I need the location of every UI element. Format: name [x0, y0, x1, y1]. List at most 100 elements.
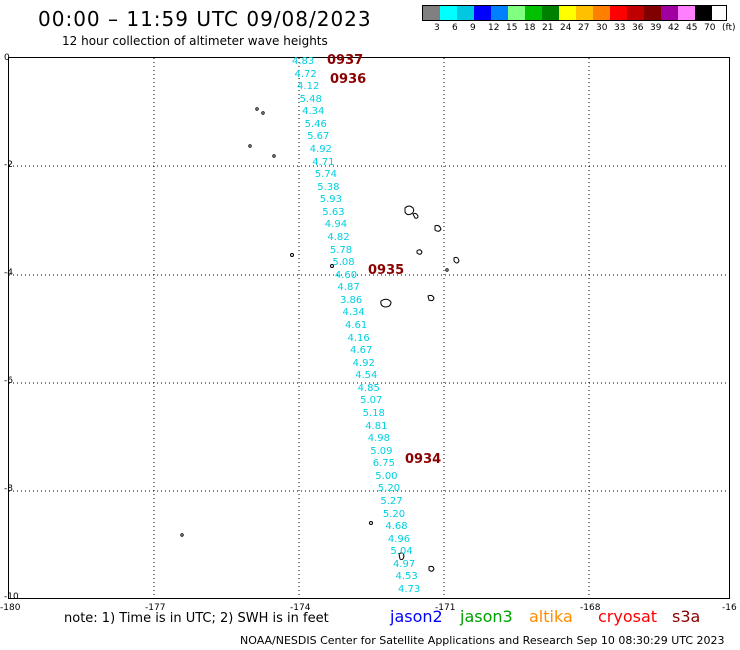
y-tick-5: -10 — [4, 592, 19, 602]
swh-value-label: 5.48 — [299, 93, 322, 105]
swh-value-label: 4.92 — [309, 144, 332, 155]
swh-value-label: 4.96 — [387, 533, 411, 545]
swh-value-label: 4.98 — [367, 433, 390, 445]
legend-swatch — [627, 6, 644, 20]
swh-value-label: 5.04 — [390, 546, 413, 558]
legend-tick-label: 3 — [434, 23, 440, 33]
swh-value-label: 3.86 — [339, 294, 363, 306]
swh-value-label: 5.18 — [362, 408, 385, 419]
swh-value-label: 4.87 — [337, 282, 360, 294]
swh-value-label: 4.83 — [292, 56, 315, 67]
island-outlines — [180, 107, 460, 572]
map-subtitle: 12 hour collection of altimeter wave hei… — [62, 34, 328, 48]
mission-jason3: jason3 — [460, 607, 513, 626]
swh-value-label: 5.20 — [382, 508, 406, 520]
x-tick-4: -168 — [580, 603, 601, 613]
legend-swatch — [508, 6, 525, 20]
swh-value-label: 4.82 — [327, 232, 350, 243]
swh-value-label: 5.63 — [322, 206, 345, 218]
map-title: 00:00 – 11:59 UTC 09/08/2023 — [38, 7, 372, 31]
credit-line: NOAA/NESDIS Center for Satellite Applica… — [240, 634, 725, 647]
legend-swatches — [422, 5, 727, 21]
pass-time-label: 0934 — [405, 452, 442, 467]
swh-value-label: 4.16 — [347, 332, 370, 344]
swh-value-label: 4.68 — [385, 521, 408, 533]
legend-tick-label: 42 — [668, 23, 680, 33]
y-tick-0: 0 — [4, 53, 10, 63]
swh-value-label: 4.54 — [355, 370, 378, 382]
legend-swatch — [678, 6, 695, 20]
swh-value-label: 5.09 — [370, 445, 393, 457]
legend-tick-label: 27 — [578, 23, 590, 33]
y-tick-1: -2 — [4, 160, 13, 170]
legend-tick-label: 33 — [614, 23, 626, 33]
x-tick-1: -177 — [145, 603, 166, 613]
mission-s3a: s3a — [672, 607, 701, 626]
swh-value-label: 4.34 — [342, 307, 365, 319]
swh-value-label: 5.46 — [304, 118, 327, 130]
swh-value-label: 4.81 — [365, 420, 388, 432]
swh-value-label: 4.94 — [324, 219, 348, 231]
legend-swatch — [474, 6, 491, 20]
swh-value-label: 4.61 — [345, 320, 368, 331]
legend-swatch — [661, 6, 678, 20]
swh-value-label: 4.73 — [398, 584, 421, 595]
x-tick-2: -174 — [290, 603, 311, 613]
pass-time-label: 0937 — [327, 53, 364, 68]
legend-tick-label: 18 — [524, 23, 536, 33]
legend-tick-label: 70 — [704, 23, 716, 33]
swh-value-label: 5.93 — [319, 194, 343, 206]
legend-tick-label: 45 — [686, 23, 698, 33]
x-tick-5: -16 — [722, 603, 737, 613]
legend-swatch — [695, 6, 712, 20]
swh-value-label: 5.20 — [377, 483, 401, 495]
legend-swatch — [491, 6, 508, 20]
legend-swatch — [525, 6, 542, 20]
pass-time-label: 0936 — [330, 72, 367, 87]
legend-swatch — [610, 6, 627, 20]
swh-value-label: 4.60 — [334, 269, 358, 281]
legend-swatch — [644, 6, 661, 20]
legend-tick-label: (ft) — [722, 23, 736, 33]
swh-value-label: 4.34 — [302, 106, 325, 118]
pass-time-label: 0935 — [368, 263, 405, 278]
swh-value-label: 5.08 — [332, 257, 355, 269]
legend-ticks: 3 6 9 12 15 18 21 24 27 30 33 36 39 42 45 70 (ft) — [422, 21, 736, 35]
legend-swatch — [423, 6, 440, 20]
swh-value-label: 4.92 — [352, 357, 375, 369]
x-tick-3: -171 — [435, 603, 456, 613]
swh-value-label: 4.85 — [357, 382, 380, 394]
footer-note: note: 1) Time is in UTC; 2) SWH is in fe… — [64, 611, 329, 626]
legend-swatch — [576, 6, 593, 20]
swh-value-label: 5.67 — [307, 131, 330, 143]
map-grid-and-islands — [9, 58, 731, 600]
legend-tick-label: 21 — [542, 23, 554, 33]
swh-value-label: 5.74 — [314, 169, 337, 181]
swh-value-label: 5.27 — [380, 496, 403, 507]
color-legend: 3 6 9 12 15 18 21 24 27 30 33 36 39 42 45 70 (ft) — [422, 5, 736, 35]
swh-value-label: 4.67 — [350, 345, 373, 357]
swh-value-label: 5.00 — [375, 470, 398, 482]
swh-value-label: 5.07 — [360, 395, 383, 407]
swh-value-label: 4.71 — [312, 156, 335, 168]
legend-tick-label: 6 — [452, 23, 458, 33]
swh-value-label: 6.75 — [372, 458, 396, 470]
y-tick-4: -8 — [4, 484, 13, 494]
swh-value-label: 4.12 — [297, 81, 320, 93]
mission-cryosat: cryosat — [598, 607, 658, 626]
legend-swatch — [457, 6, 474, 20]
legend-tick-label: 15 — [506, 23, 518, 33]
legend-tick-label: 24 — [560, 23, 572, 33]
mission-altika: altika — [529, 607, 573, 626]
mission-jason2: jason2 — [390, 607, 443, 626]
swh-value-label: 4.97 — [392, 558, 416, 570]
map-plot-area — [8, 57, 731, 600]
swh-value-label: 5.38 — [317, 181, 340, 193]
legend-swatch — [559, 6, 576, 20]
x-tick-0: -180 — [0, 603, 21, 613]
legend-swatch — [440, 6, 457, 20]
legend-tick-label: 12 — [488, 23, 500, 33]
legend-swatch — [542, 6, 559, 20]
legend-tick-label: 39 — [650, 23, 662, 33]
y-tick-3: -6 — [4, 376, 13, 386]
